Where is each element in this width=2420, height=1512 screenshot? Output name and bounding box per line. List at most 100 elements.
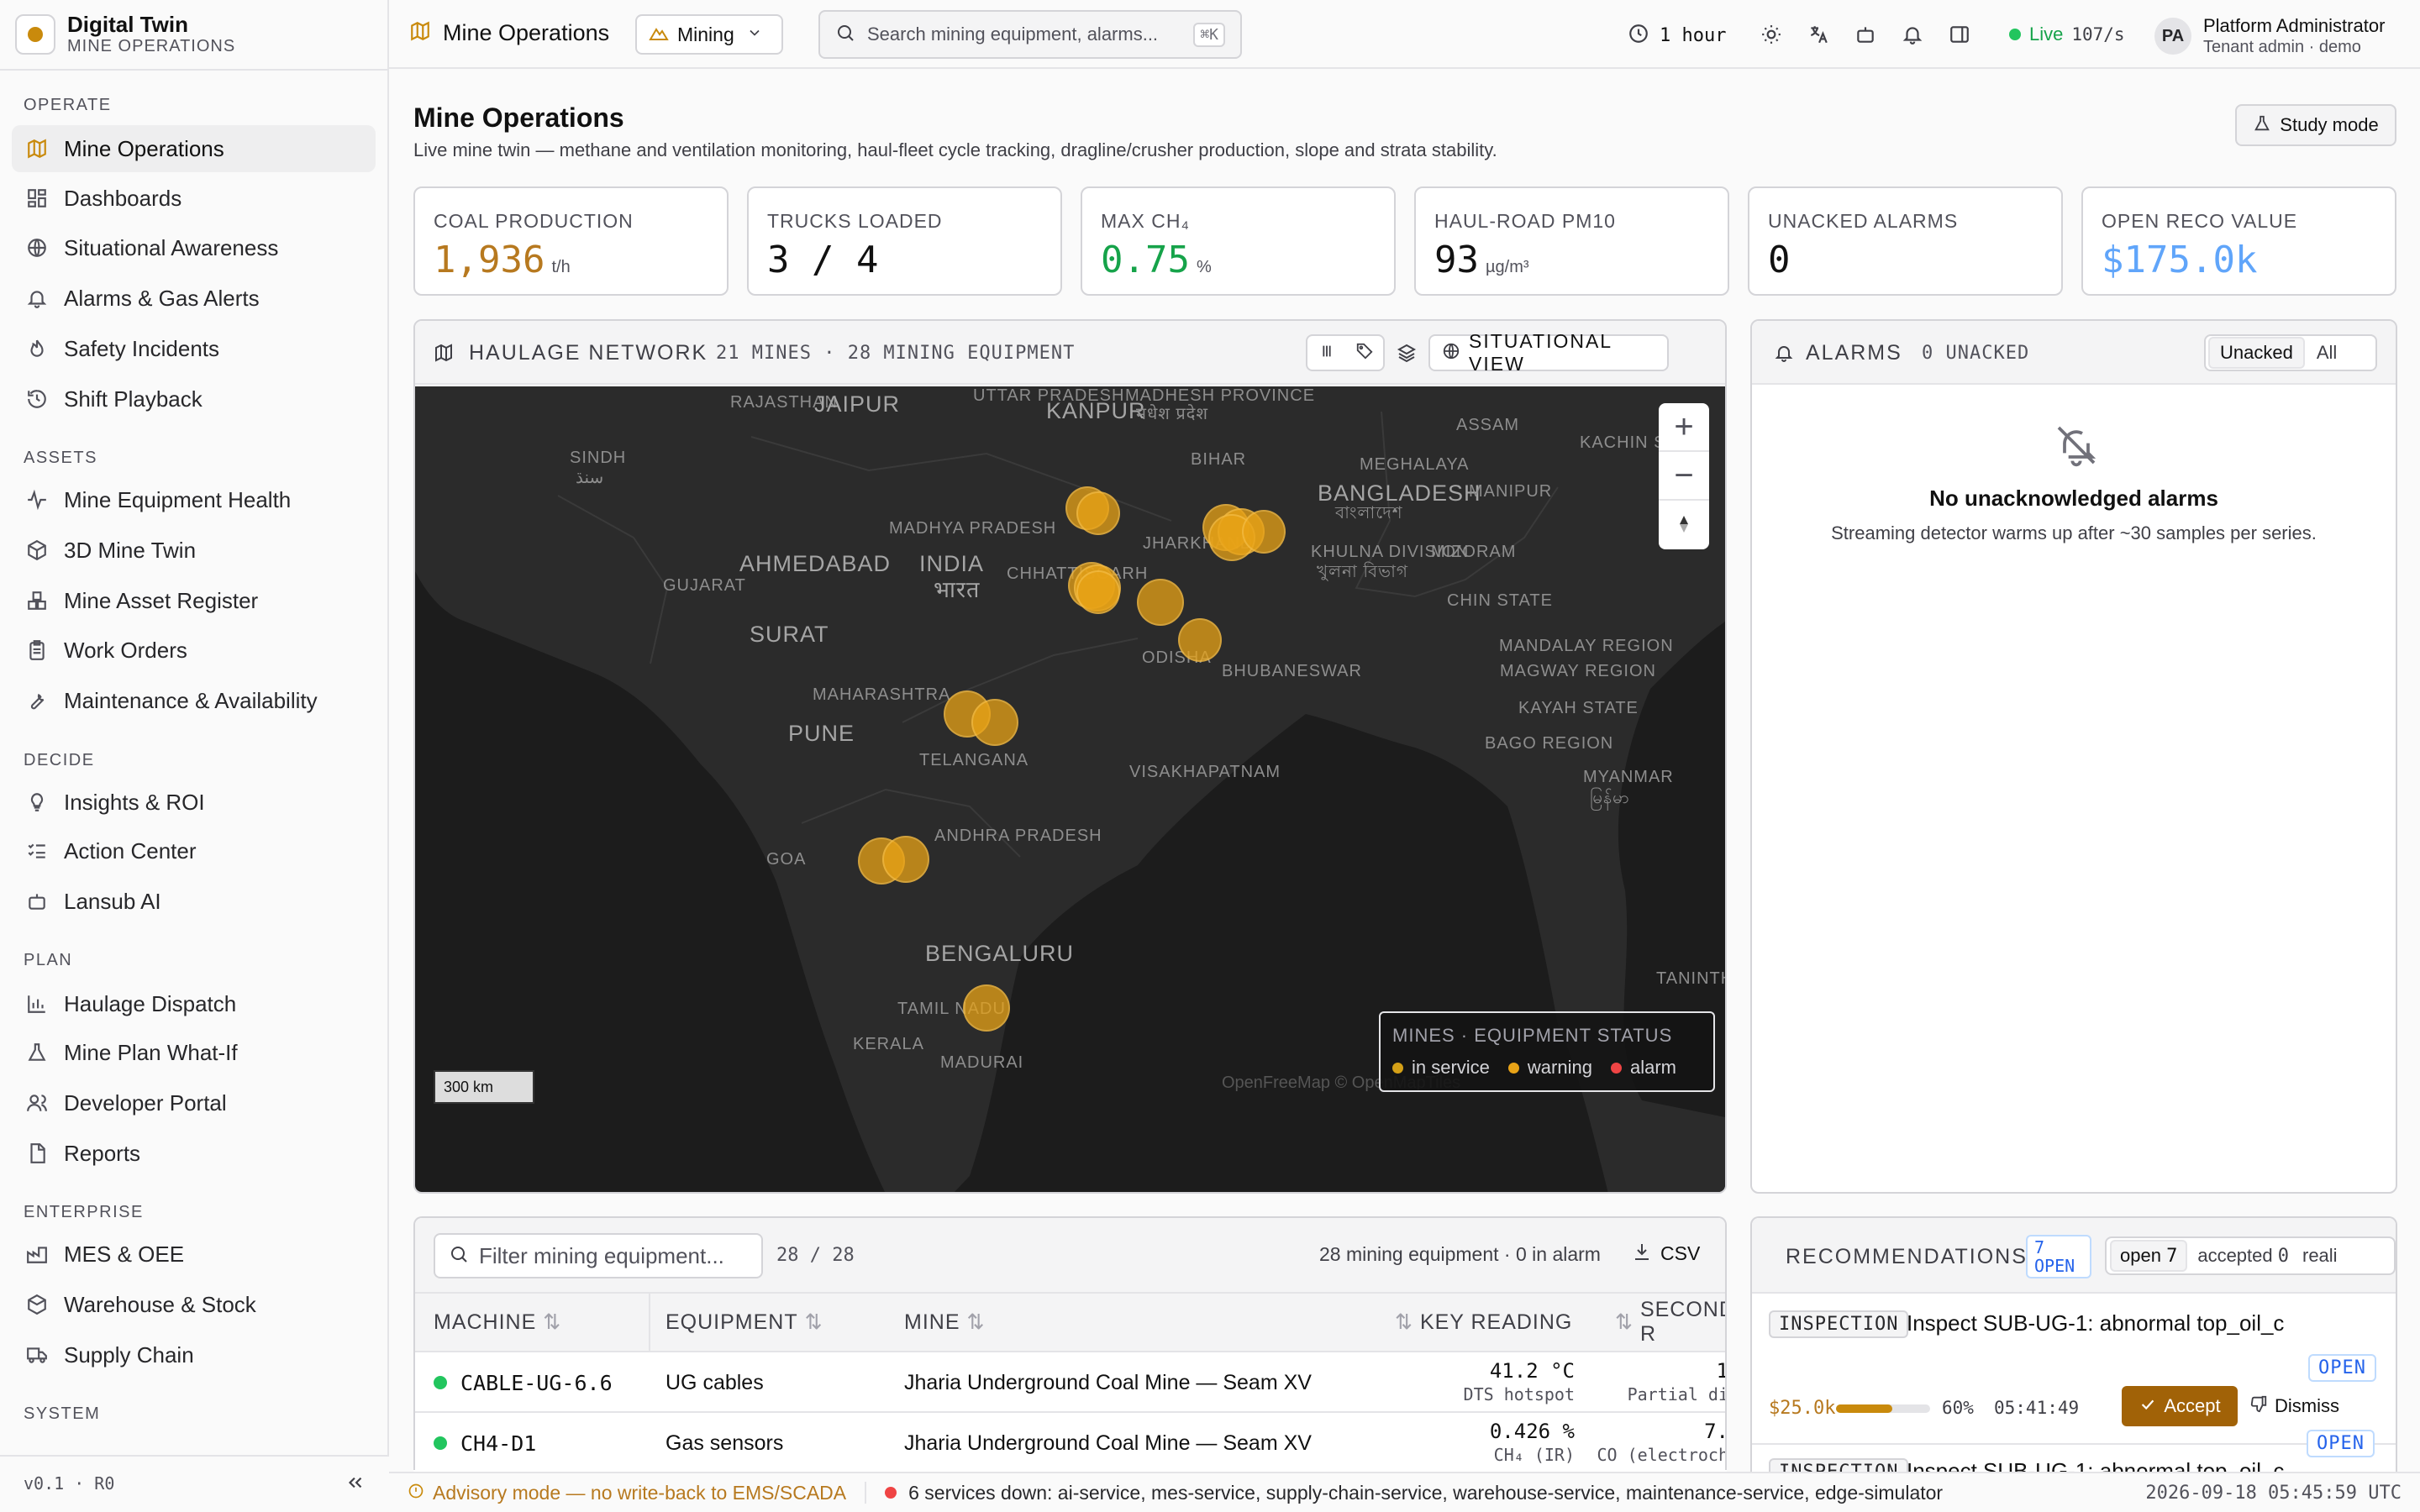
- col-second-reading[interactable]: ⇅ SECOND R: [1615, 1298, 1727, 1346]
- sidebar-item-haulage-dispatch[interactable]: Haulage Dispatch: [12, 980, 376, 1027]
- mine-marker[interactable]: [1242, 510, 1286, 554]
- sidebar-item-work-orders[interactable]: Work Orders: [12, 627, 376, 674]
- status-badge: OPEN: [2308, 1354, 2376, 1382]
- sidebar-item-mine-operations[interactable]: Mine Operations: [12, 125, 376, 172]
- alarms-filter: Unacked All: [2204, 334, 2377, 371]
- map-label: BAGO REGION: [1485, 734, 1614, 753]
- sidebar-item-3d-mine-twin[interactable]: 3D Mine Twin: [12, 527, 376, 574]
- map-title: HAULAGE NETWORK: [469, 341, 708, 365]
- sidebar-item-asset-register[interactable]: Mine Asset Register: [12, 577, 376, 624]
- chevrons-left-icon[interactable]: [345, 1472, 366, 1498]
- clock-icon: [1628, 23, 1649, 49]
- sidebar-item-mes-oee[interactable]: MES & OEE: [12, 1231, 376, 1278]
- recommendation-card[interactable]: INSPECTION Inspect SUB-UG-1: abnormal to…: [1752, 1294, 2396, 1441]
- dismiss-button[interactable]: Dismiss: [2249, 1394, 2339, 1417]
- avatar: PA: [2154, 18, 2191, 55]
- sidebar-item-label: Mine Operations: [64, 135, 224, 161]
- search-input[interactable]: Search mining equipment, alarms... ⌘K: [818, 10, 1242, 59]
- services-down-text[interactable]: 6 services down: ai-service, mes-service…: [908, 1481, 1944, 1504]
- map-label: RAJASTHAN: [730, 393, 838, 412]
- time-range[interactable]: 1 hour: [1628, 23, 1726, 49]
- compass-icon[interactable]: [1659, 501, 1709, 548]
- bot-icon[interactable]: [1854, 24, 1876, 45]
- mine-marker[interactable]: [1137, 579, 1184, 626]
- table-row[interactable]: CH4-D1 Gas sensors Jharia Underground Co…: [415, 1411, 1725, 1472]
- col-key-reading[interactable]: ⇅ KEY READING: [1395, 1310, 1573, 1335]
- domain-select[interactable]: Mining: [635, 14, 783, 55]
- sidebar-item-shift-playback[interactable]: Shift Playback: [12, 375, 376, 423]
- sidebar-item-reports[interactable]: Reports: [12, 1130, 376, 1177]
- map-label: MAHARASHTRA: [813, 685, 951, 704]
- brand[interactable]: Digital Twin MINE OPERATIONS: [15, 12, 235, 57]
- accept-button[interactable]: Accept: [2122, 1386, 2238, 1426]
- csv-export-button[interactable]: CSV: [1632, 1242, 1700, 1266]
- sidebar-item-lansub-ai[interactable]: Lansub AI: [12, 878, 376, 925]
- layers-icon[interactable]: [1397, 343, 1417, 363]
- sidebar-item-mine-plan-what-if[interactable]: Mine Plan What-If: [12, 1029, 376, 1076]
- sidebar-item-developer-portal[interactable]: Developer Portal: [12, 1079, 376, 1126]
- recommendation-title: Inspect SUB-UG-1: abnormal top_oil_c: [1907, 1458, 2285, 1472]
- user-menu[interactable]: PA Platform Administrator Tenant admin ·…: [2154, 15, 2385, 57]
- filter-all[interactable]: All: [2316, 342, 2338, 363]
- sidebar-footer: v0.1 · R0: [0, 1455, 389, 1512]
- map-label: MADHYA PRADESH: [889, 519, 1057, 538]
- sidebar-item-action-center[interactable]: Action Center: [12, 827, 376, 874]
- sun-icon[interactable]: [1760, 24, 1782, 45]
- tag-icon[interactable]: [1355, 342, 1374, 365]
- mine-marker[interactable]: [1178, 618, 1222, 662]
- map-label: INDIA: [919, 551, 985, 576]
- table-row[interactable]: CABLE-UG-6.6 UG cables Jharia Undergroun…: [415, 1351, 1725, 1411]
- situational-view-button[interactable]: SITUATIONAL VIEW: [1428, 330, 1669, 375]
- mine-marker[interactable]: [971, 699, 1018, 746]
- mine-marker[interactable]: [1076, 491, 1120, 535]
- map-label: CHIN STATE: [1447, 591, 1553, 610]
- filter-unacked[interactable]: Unacked: [2208, 337, 2305, 369]
- sidebar-item-situational-awareness[interactable]: Situational Awareness: [12, 224, 376, 271]
- recommendation-card[interactable]: INSPECTION Inspect SUB-UG-1: abnormal to…: [1752, 1443, 2396, 1472]
- col-equipment[interactable]: EQUIPMENT ⇅: [666, 1310, 823, 1335]
- sidebar-item-insights[interactable]: Insights & ROI: [12, 779, 376, 826]
- sidebar-item-supply-chain[interactable]: Supply Chain: [12, 1331, 376, 1378]
- map-label: TELANGANA: [919, 751, 1029, 769]
- chevron-down-icon: [746, 24, 763, 45]
- map-icon: [409, 20, 431, 46]
- columns-icon[interactable]: [1318, 342, 1336, 365]
- wrench-icon: [25, 689, 49, 712]
- equipment-filter-input[interactable]: Filter mining equipment...: [434, 1233, 763, 1278]
- mine-marker[interactable]: [1076, 570, 1120, 614]
- alert-circle-icon: [408, 1482, 424, 1504]
- map-label: SINDH: [570, 449, 627, 467]
- sidebar-item-maintenance[interactable]: Maintenance & Availability: [12, 677, 376, 724]
- study-mode-button[interactable]: Study mode: [2235, 104, 2396, 146]
- zoom-out-icon[interactable]: −: [1659, 452, 1709, 501]
- progress-label: 60%: [1942, 1398, 1974, 1418]
- recommendations-tabs: open 7 accepted 0 reali: [2105, 1236, 2396, 1275]
- mine-marker[interactable]: [882, 836, 929, 883]
- mine-marker[interactable]: [963, 984, 1010, 1032]
- filter-placeholder: Filter mining equipment...: [479, 1242, 724, 1268]
- sidebar-item-warehouse[interactable]: Warehouse & Stock: [12, 1281, 376, 1328]
- map-canvas[interactable]: RAJASTHAN JAIPUR UTTAR PRADESH KANPUR MADHES…: [415, 386, 1725, 1192]
- mountain-icon: [649, 23, 669, 47]
- map-label: MIZORAM: [1431, 543, 1517, 561]
- domain-select-value: Mining: [677, 23, 734, 45]
- tab-realized[interactable]: reali: [2302, 1245, 2338, 1266]
- accept-label: Accept: [2164, 1395, 2221, 1416]
- tab-open[interactable]: open 7: [2110, 1240, 2188, 1272]
- col-machine[interactable]: MACHINE ⇅: [434, 1310, 562, 1335]
- map-label: JAIPUR: [814, 391, 901, 417]
- panel-toggle-icon[interactable]: [1949, 24, 1970, 45]
- zoom-in-icon[interactable]: +: [1659, 403, 1709, 452]
- col-mine[interactable]: MINE ⇅: [904, 1310, 986, 1335]
- translate-icon[interactable]: [1807, 24, 1829, 45]
- alarms-count: 0 UNACKED: [1922, 343, 2030, 364]
- sidebar-item-safety-incidents[interactable]: Safety Incidents: [12, 325, 376, 372]
- tab-accepted[interactable]: accepted 0: [2197, 1245, 2289, 1267]
- sidebar-item-alarms[interactable]: Alarms & Gas Alerts: [12, 275, 376, 322]
- bell-icon[interactable]: [1902, 24, 1923, 45]
- map-label: VISAKHAPATNAM: [1129, 763, 1281, 781]
- sidebar-item-equipment-health[interactable]: Mine Equipment Health: [12, 476, 376, 523]
- sidebar-item-dashboards[interactable]: Dashboards: [12, 175, 376, 222]
- sidebar-item-label: Maintenance & Availability: [64, 687, 318, 713]
- equipment-count: 28 / 28: [776, 1245, 855, 1266]
